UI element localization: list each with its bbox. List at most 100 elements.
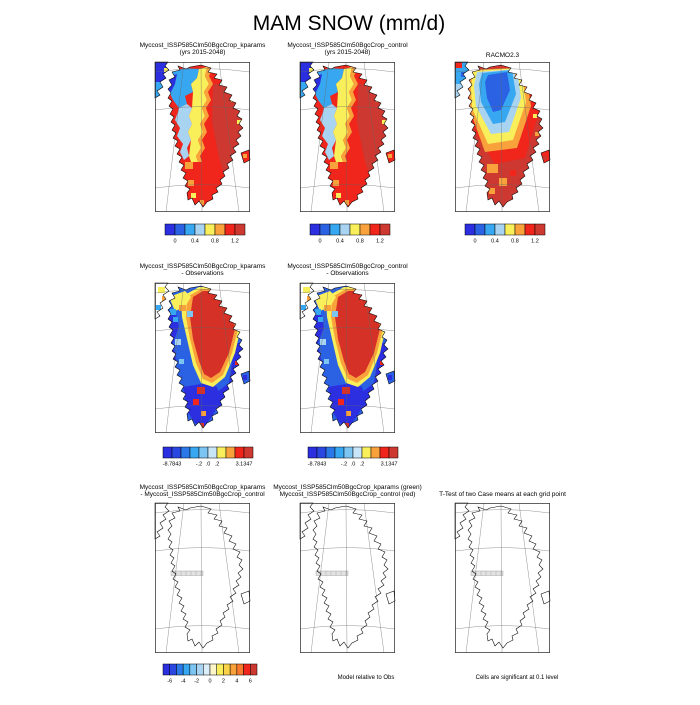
colorbar-cell: [243, 663, 251, 676]
colorbar-cell: [196, 663, 204, 676]
colorbar-cell: [334, 446, 345, 459]
map-panel-r1c3-racmo: [455, 62, 551, 213]
panel-title-r2c1-line2: - Observations: [181, 270, 224, 277]
colorbar-cell: [182, 663, 191, 676]
panel-title-r3c1-line2: - Myccost_ISSP585Clm50BgcCrop_control: [140, 491, 265, 498]
colorbar-cell: [329, 223, 341, 236]
colorbar-cell: [504, 223, 516, 236]
colorbar-cell: [361, 446, 372, 459]
colorbar-tick-label: 0: [208, 679, 211, 685]
colorbar-cell: [180, 446, 191, 459]
colorbar-cell: [316, 446, 327, 459]
colorbar-tick-label: 6: [249, 679, 252, 685]
colorbar-cell: [494, 223, 506, 236]
colorbar-cell: [225, 446, 236, 459]
colorbar-tick-label: .2: [360, 462, 365, 468]
colorbar-cell: [464, 223, 476, 236]
colorbar-cell: [203, 663, 211, 676]
greenland-snow-map: [155, 62, 251, 212]
colorbar-cell: [370, 446, 381, 459]
colorbar-tick-label: 0: [173, 239, 176, 245]
colorbar-cell: [236, 663, 244, 676]
panel-title-r1c2-line1: Myccost_ISSP585Clm50BgcCrop_control: [287, 42, 408, 49]
colorbar-r2c2: -8.7843 -.2 .0 .2 3.1347: [307, 446, 399, 468]
colorbar-cell: [343, 446, 354, 459]
colorbar-cell: [352, 446, 363, 459]
colorbar-tick-label: 0.8: [356, 239, 364, 245]
colorbar-tick-label: 0: [318, 239, 321, 245]
colorbar-cell: [243, 446, 254, 459]
colorbar-tick-label: -8.7843: [163, 462, 182, 468]
colorbar-cell: [534, 223, 546, 236]
colorbar-cell: [474, 223, 486, 236]
colorbar-r1c2: 0 0.4 0.8 1.2: [309, 223, 391, 245]
colorbar-cell: [223, 663, 231, 676]
colorbar-cell: [162, 446, 173, 459]
colorbar-tick-label: .0: [206, 462, 211, 468]
colorbar-cell: [207, 446, 218, 459]
colorbar-cell: [349, 223, 361, 236]
colorbar-tick-label: 3.1347: [236, 462, 253, 468]
colorbar-cell: [250, 663, 258, 676]
colorbar-cell: [379, 223, 391, 236]
colorbar-cell: [216, 446, 227, 459]
greenland-snow-map: [300, 62, 396, 212]
colorbar-tick-label: -2: [194, 679, 199, 685]
colorbar-cell: [234, 446, 245, 459]
colorbar-r3c1: -6 -4 -2 0 2 4 6: [162, 663, 258, 685]
colorbar-tick-label: 0.4: [336, 239, 344, 245]
colorbar-cell: [484, 223, 496, 236]
colorbar-cell: [325, 446, 336, 459]
colorbar-tick-label: -.2: [341, 462, 347, 468]
colorbar-tick-label: .2: [215, 462, 220, 468]
colorbar-cell: [339, 223, 351, 236]
colorbar-tick-label: 0.4: [191, 239, 199, 245]
colorbar-cell: [379, 446, 390, 459]
caption-significance-level: Cells are significant at 0.1 level: [476, 675, 559, 681]
map-frame: [300, 503, 395, 653]
colorbar-cell: [176, 663, 184, 676]
colorbar-cell: [184, 223, 196, 236]
panel-title-r2c2-line2: - Observations: [326, 270, 369, 277]
panel-title-r1c1-line1: Myccost_ISSP585Clm50BgcCrop_kparams: [140, 42, 266, 49]
map-frame: [155, 503, 250, 653]
map-panel-r3c3-ttest: [454, 502, 551, 654]
map-panel-r2c2-control-minus-obs: [300, 283, 396, 434]
colorbar-tick-label: 2: [222, 679, 225, 685]
colorbar-cell: [214, 223, 226, 236]
graticule: [154, 502, 251, 654]
colorbar-tick-label: -6: [167, 679, 172, 685]
colorbar-cell: [524, 223, 536, 236]
colorbar-tick-label: 1.2: [531, 239, 539, 245]
colorbar-tick-label: 4: [235, 679, 238, 685]
graticule: [299, 502, 396, 654]
colorbar-r1c3: 0 0.4 0.8 1.2: [464, 223, 546, 245]
colorbar-r2c1: -8.7843 -.2 .0 .2 3.1347: [162, 446, 254, 468]
colorbar-cell: [388, 446, 399, 459]
greenland-diff-map: [300, 283, 396, 433]
colorbar-cell: [198, 446, 209, 459]
panel-title-r3c2-line1: Myccost_ISSP585Clm50BgcCrop_kparams (gre…: [273, 484, 421, 491]
colorbar-tick-label: 1.2: [231, 239, 239, 245]
panel-title-r1c1-line2: (yrs 2015-2048): [180, 49, 226, 56]
colorbar-tick-label: -4: [181, 679, 186, 685]
colorbar-cell: [169, 663, 177, 676]
colorbar-tick-label: -8.7843: [308, 462, 327, 468]
map-panel-r1c2-control: [300, 62, 396, 213]
colorbar-tick-label: 0.8: [211, 239, 219, 245]
colorbar-cell: [309, 223, 321, 236]
graticule: [454, 502, 551, 654]
colorbar-cell: [204, 223, 216, 236]
colorbar-tick-label: 0: [473, 239, 476, 245]
colorbar-cell: [209, 663, 217, 676]
colorbar-cell: [234, 223, 246, 236]
colorbar-cell: [369, 223, 381, 236]
colorbar-cell: [194, 223, 206, 236]
panel-title-r3c1-line1: Myccost_ISSP585Clm50BgcCrop_kparams: [140, 484, 266, 491]
map-panel-r2c1-kparams-minus-obs: [155, 283, 251, 434]
colorbar-cell: [307, 446, 318, 459]
panel-title-r2c1-line1: Myccost_ISSP585Clm50BgcCrop_kparams: [140, 263, 266, 270]
caption-model-relative-obs: Model relative to Obs: [338, 675, 395, 681]
